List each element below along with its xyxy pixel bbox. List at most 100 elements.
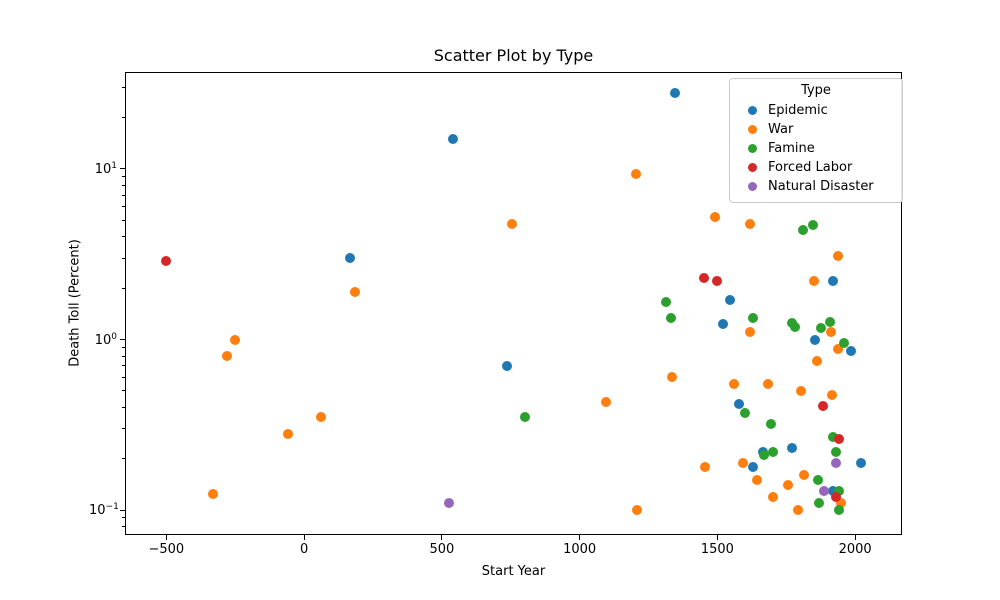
natural-disaster-marker-icon [748, 182, 757, 191]
data-point [444, 498, 455, 509]
y-tick-label: 101 [94, 160, 117, 178]
data-point [827, 276, 838, 287]
y-minor-tick-mark [122, 346, 125, 348]
data-point [699, 461, 710, 472]
legend-item-label: War [768, 122, 794, 137]
data-point [745, 327, 756, 338]
y-minor-tick-mark [122, 117, 125, 119]
legend-item-label: Epidemic [768, 103, 828, 118]
data-point [813, 475, 824, 486]
x-tick-mark [303, 535, 305, 540]
data-point [767, 491, 778, 502]
data-point [710, 212, 721, 223]
x-tick-label: 2000 [838, 542, 872, 557]
data-point [349, 286, 360, 297]
x-tick-label: 1000 [563, 542, 597, 557]
y-axis-label: Death Toll (Percent) [67, 239, 83, 367]
x-tick-mark [854, 535, 856, 540]
data-point [782, 480, 793, 491]
data-point [819, 485, 830, 496]
data-point [787, 443, 798, 454]
data-point [344, 253, 355, 264]
data-point [855, 457, 866, 468]
data-point [740, 408, 751, 419]
x-tick-mark [579, 535, 581, 540]
legend-item-forced-labor: Forced Labor [738, 158, 894, 177]
data-point [799, 470, 810, 481]
data-point [315, 412, 326, 423]
data-point [824, 316, 835, 327]
y-minor-tick-mark [122, 194, 125, 196]
data-point [815, 322, 826, 333]
data-point [666, 313, 677, 324]
data-point [230, 334, 241, 345]
data-point [795, 385, 806, 396]
x-tick-mark [441, 535, 443, 540]
war-marker-icon [748, 125, 757, 134]
data-point [834, 485, 845, 496]
legend-item-war: War [738, 120, 894, 139]
data-point [737, 457, 748, 468]
plot-area [125, 72, 902, 535]
data-point [767, 446, 778, 457]
data-point [846, 345, 857, 356]
data-point [790, 321, 801, 332]
x-tick-mark [716, 535, 718, 540]
data-point [810, 334, 821, 345]
famine-marker-icon [748, 144, 757, 153]
y-minor-tick-mark [122, 458, 125, 460]
data-point [600, 397, 611, 408]
y-minor-tick-mark [122, 219, 125, 221]
y-minor-tick-mark [122, 206, 125, 208]
data-point [807, 219, 818, 230]
data-point [221, 351, 232, 362]
data-point [729, 378, 740, 389]
data-point [632, 505, 643, 516]
data-point [831, 446, 842, 457]
y-tick-label: 10−1 [89, 501, 119, 519]
y-tick-label: 100 [94, 331, 117, 348]
data-point [766, 418, 777, 429]
y-minor-tick-mark [122, 390, 125, 392]
data-point [748, 312, 759, 323]
legend-item-epidemic: Epidemic [738, 101, 894, 120]
x-tick-mark [165, 535, 167, 540]
y-minor-tick-mark [122, 355, 125, 357]
y-tick-mark [120, 339, 125, 341]
data-point [832, 344, 843, 354]
data-point [812, 355, 823, 366]
data-point [826, 327, 837, 338]
data-point [734, 398, 745, 409]
data-point [827, 390, 838, 401]
data-point [667, 372, 678, 383]
chart-title: Scatter Plot by Type [433, 46, 594, 65]
data-point [818, 400, 829, 411]
data-point [161, 255, 172, 266]
y-minor-tick-mark [122, 257, 125, 259]
data-point [507, 219, 518, 230]
y-tick-mark [120, 168, 125, 170]
y-minor-tick-mark [122, 406, 125, 408]
data-point [747, 461, 758, 472]
data-point [724, 295, 735, 306]
data-point [830, 491, 841, 502]
y-tick-mark [120, 509, 125, 511]
y-minor-tick-mark [122, 517, 125, 519]
data-point [448, 133, 459, 144]
data-point [669, 87, 680, 98]
data-point [698, 272, 709, 283]
y-minor-tick-mark [122, 176, 125, 178]
data-point [207, 488, 218, 499]
data-point [797, 224, 808, 235]
data-point [283, 428, 294, 439]
legend-item-famine: Famine [738, 139, 894, 158]
y-minor-tick-mark [122, 236, 125, 238]
data-point [792, 505, 803, 516]
forced-labor-marker-icon [748, 163, 757, 172]
epidemic-marker-icon [748, 106, 757, 115]
x-tick-label: 500 [429, 542, 455, 557]
y-minor-tick-mark [122, 365, 125, 367]
legend-item-natural-disaster: Natural Disaster [738, 177, 894, 196]
y-minor-tick-mark [122, 287, 125, 289]
